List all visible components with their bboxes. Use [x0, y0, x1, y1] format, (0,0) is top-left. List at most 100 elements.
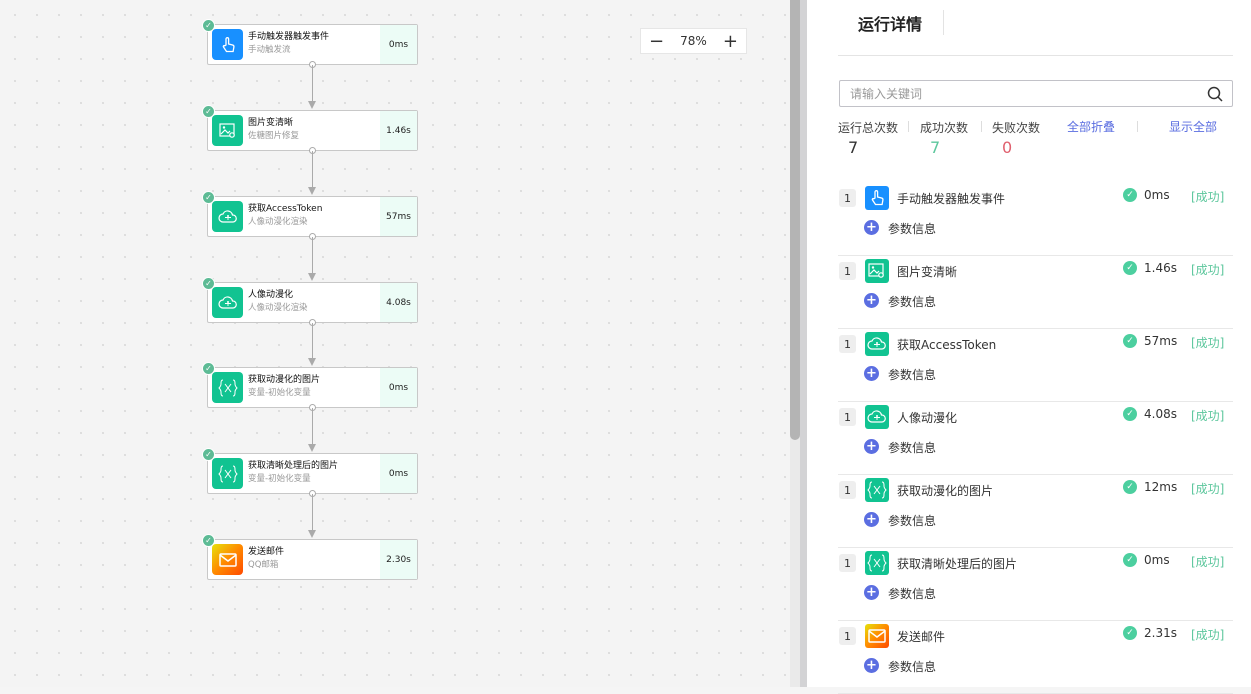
- divider: [1137, 121, 1138, 132]
- param-info-toggle[interactable]: 参数信息: [888, 222, 937, 236]
- scrollbar-thumb[interactable]: [790, 0, 800, 440]
- step-duration: 1.46s: [1144, 261, 1177, 275]
- variable-icon: [865, 478, 889, 502]
- step-duration: 0ms: [1144, 553, 1170, 567]
- run-step-row: 1 获取AccessToken ✓ 57ms [成功] + 参数信息: [838, 329, 1233, 402]
- zoom-out-button[interactable]: −: [649, 30, 665, 52]
- total-runs-value: 7: [848, 138, 859, 157]
- run-index-badge: 1: [839, 262, 856, 280]
- node-duration: 0ms: [380, 454, 417, 493]
- cloud-icon: [212, 287, 243, 318]
- flow-node[interactable]: ✓ 人像动漫化 人像动漫化渲染 4.08s: [202, 277, 418, 326]
- success-check-icon: ✓: [1123, 407, 1137, 421]
- fail-count-label: 失败次数: [992, 121, 1041, 135]
- run-step-row: 1 图片变清晰 ✓ 1.46s [成功] + 参数信息: [838, 256, 1233, 329]
- check-icon: ✓: [202, 19, 215, 32]
- show-all-link[interactable]: 显示全部: [1169, 120, 1218, 134]
- arrow-icon: [308, 358, 316, 366]
- step-name: 手动触发器触发事件: [897, 192, 1006, 206]
- zoom-level: 78%: [680, 34, 707, 48]
- image-search-icon: [865, 259, 889, 283]
- step-duration: 2.31s: [1144, 626, 1177, 640]
- run-step-row: 1 获取动漫化的图片 ✓ 12ms [成功] + 参数信息: [838, 475, 1233, 548]
- variable-icon: [212, 458, 243, 489]
- hand-pointer-icon: [212, 29, 243, 60]
- divider: [943, 10, 944, 35]
- run-index-badge: 1: [839, 335, 856, 353]
- step-status: [成功]: [1191, 190, 1225, 204]
- connector-line: [312, 494, 313, 531]
- cloud-icon: [212, 201, 243, 232]
- check-icon: ✓: [202, 362, 215, 375]
- arrow-icon: [308, 273, 316, 281]
- flow-node[interactable]: ✓ 发送邮件 QQ邮箱 2.30s: [202, 534, 418, 580]
- cloud-icon: [865, 405, 889, 429]
- search-input[interactable]: [850, 86, 1207, 101]
- step-duration: 4.08s: [1144, 407, 1177, 421]
- run-index-badge: 1: [839, 481, 856, 499]
- param-info-toggle[interactable]: 参数信息: [888, 368, 937, 382]
- flow-node[interactable]: ✓ 获取清晰处理后的图片 变量-初始化变量 0ms: [202, 448, 418, 497]
- expand-plus-icon[interactable]: +: [864, 512, 879, 527]
- success-check-icon: ✓: [1123, 334, 1137, 348]
- connector-line: [312, 408, 313, 445]
- step-status: [成功]: [1191, 482, 1225, 496]
- connector-line: [312, 323, 313, 359]
- image-search-icon: [212, 115, 243, 146]
- arrow-icon: [308, 444, 316, 452]
- step-status: [成功]: [1191, 409, 1225, 423]
- node-duration: 57ms: [380, 197, 417, 236]
- flow-node[interactable]: ✓ 获取AccessToken 人像动漫化渲染 57ms: [202, 191, 418, 240]
- node-duration: 2.30s: [380, 540, 417, 579]
- node-duration: 0ms: [380, 368, 417, 407]
- node-subtitle: 人像动漫化渲染: [248, 303, 308, 313]
- expand-plus-icon[interactable]: +: [864, 658, 879, 673]
- expand-plus-icon[interactable]: +: [864, 366, 879, 381]
- param-info-toggle[interactable]: 参数信息: [888, 514, 937, 528]
- mail-icon: [212, 544, 243, 575]
- success-check-icon: ✓: [1123, 188, 1137, 202]
- run-index-badge: 1: [839, 408, 856, 426]
- expand-plus-icon[interactable]: +: [864, 585, 879, 600]
- expand-plus-icon[interactable]: +: [864, 293, 879, 308]
- flow-node[interactable]: ✓ 图片变清晰 佐糖图片修复 1.46s: [202, 105, 418, 154]
- step-status: [成功]: [1191, 336, 1225, 350]
- run-index-badge: 1: [839, 554, 856, 572]
- check-icon: ✓: [202, 105, 215, 118]
- search-field[interactable]: [839, 80, 1233, 107]
- collapse-all-link[interactable]: 全部折叠: [1067, 120, 1116, 134]
- flow-canvas[interactable]: ✓ 手动触发器触发事件 手动触发流 0ms ✓ 图片变清晰 佐糖图片修复 1.4…: [0, 0, 790, 687]
- param-info-toggle[interactable]: 参数信息: [888, 441, 937, 455]
- param-info-toggle[interactable]: 参数信息: [888, 660, 937, 674]
- run-step-row: 1 发送邮件 ✓ 2.31s [成功] + 参数信息: [838, 621, 1233, 694]
- success-check-icon: ✓: [1123, 261, 1137, 275]
- panel-border: [800, 0, 807, 687]
- zoom-in-button[interactable]: +: [722, 30, 738, 52]
- step-name: 图片变清晰: [897, 265, 958, 279]
- flow-node[interactable]: ✓ 获取动漫化的图片 变量-初始化变量 0ms: [202, 362, 418, 411]
- step-duration: 0ms: [1144, 188, 1170, 202]
- expand-plus-icon[interactable]: +: [864, 439, 879, 454]
- hand-pointer-icon: [865, 186, 889, 210]
- search-icon[interactable]: [1207, 86, 1223, 102]
- check-icon: ✓: [202, 534, 215, 547]
- flow-node[interactable]: ✓ 手动触发器触发事件 手动触发流 0ms: [202, 19, 418, 68]
- node-duration: 1.46s: [380, 111, 417, 150]
- param-info-toggle[interactable]: 参数信息: [888, 587, 937, 601]
- run-step-row: 1 获取清晰处理后的图片 ✓ 0ms [成功] + 参数信息: [838, 548, 1233, 621]
- node-subtitle: 手动触发流: [248, 45, 291, 55]
- panel-title: 运行详情: [858, 15, 923, 34]
- step-duration: 12ms: [1144, 480, 1178, 494]
- connector-line: [312, 151, 313, 188]
- variable-icon: [212, 372, 243, 403]
- arrow-icon: [308, 530, 316, 538]
- connector-line: [312, 237, 313, 274]
- node-duration: 0ms: [380, 25, 417, 64]
- expand-plus-icon[interactable]: +: [864, 220, 879, 235]
- success-count-label: 成功次数: [920, 121, 969, 135]
- fail-count-value: 0: [1002, 138, 1013, 157]
- node-duration: 4.08s: [380, 283, 417, 322]
- step-name: 获取AccessToken: [897, 338, 997, 352]
- param-info-toggle[interactable]: 参数信息: [888, 295, 937, 309]
- node-subtitle: 变量-初始化变量: [248, 388, 311, 398]
